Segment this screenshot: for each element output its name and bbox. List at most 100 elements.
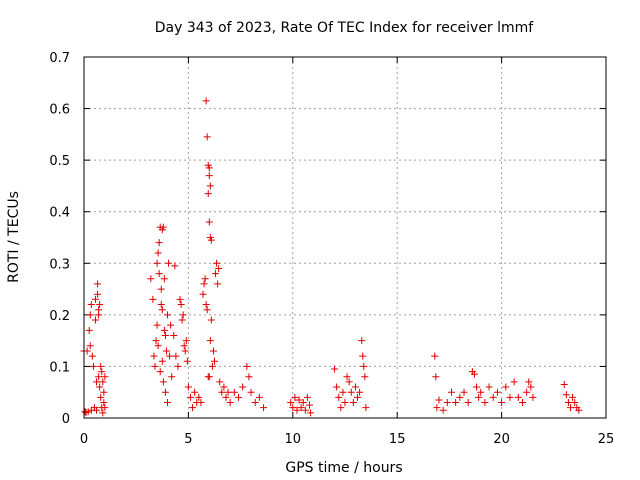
data-point <box>575 406 583 414</box>
data-point <box>191 388 199 396</box>
data-point <box>525 378 533 386</box>
data-point <box>498 399 506 407</box>
data-point <box>251 399 259 407</box>
y-axis-label: ROTI / TECUs <box>6 191 22 283</box>
data-point <box>481 399 489 407</box>
data-point <box>477 388 485 396</box>
x-tick-label: 5 <box>184 432 192 447</box>
data-point <box>356 388 364 396</box>
data-point <box>247 388 255 396</box>
data-point <box>157 301 165 309</box>
data-point <box>147 275 155 283</box>
data-point <box>93 406 101 414</box>
data-point <box>164 311 172 319</box>
data-point <box>83 347 91 355</box>
data-point <box>335 393 343 401</box>
data-point <box>100 399 108 407</box>
data-point <box>164 399 172 407</box>
data-point <box>333 383 341 391</box>
y-tick-label: 0.5 <box>49 154 70 169</box>
data-point <box>230 388 238 396</box>
data-point <box>153 321 161 329</box>
data-point <box>239 383 247 391</box>
data-point <box>182 337 190 345</box>
data-point <box>101 404 109 412</box>
data-point <box>95 373 103 381</box>
data-point <box>287 399 295 407</box>
data-point <box>214 280 222 288</box>
data-point <box>96 301 104 309</box>
data-point <box>199 290 207 298</box>
data-point <box>149 295 157 303</box>
data-point <box>99 378 107 386</box>
data-point <box>203 306 211 314</box>
data-point <box>207 316 215 324</box>
data-point <box>101 373 109 381</box>
axis-ticks: 0 5 10 15 20 25 0 0.1 0.2 0.3 0.4 0.5 0.6 0.7 <box>49 51 614 447</box>
data-points <box>80 97 583 417</box>
data-point <box>358 337 366 345</box>
data-point <box>162 347 170 355</box>
data-point <box>485 383 493 391</box>
data-point <box>206 182 214 190</box>
data-point <box>224 388 232 396</box>
data-point <box>297 404 305 412</box>
data-point <box>447 388 455 396</box>
data-point <box>183 357 191 365</box>
data-point <box>197 399 205 407</box>
data-point <box>91 316 99 324</box>
data-point <box>235 393 243 401</box>
data-point <box>211 357 218 365</box>
data-point <box>218 388 226 396</box>
data-point <box>84 408 92 416</box>
data-point <box>208 362 216 370</box>
data-point <box>452 399 460 407</box>
data-point <box>93 378 101 386</box>
data-point <box>184 383 192 391</box>
data-point <box>153 259 161 267</box>
data-point <box>349 399 357 407</box>
data-point <box>91 295 99 303</box>
data-point <box>502 383 510 391</box>
data-point <box>341 399 349 407</box>
data-point <box>158 226 166 234</box>
data-point <box>170 331 178 339</box>
data-point <box>331 365 339 373</box>
data-point <box>158 306 166 314</box>
data-point <box>155 270 163 278</box>
data-point <box>159 378 167 386</box>
data-point <box>354 393 362 401</box>
data-point <box>299 399 307 407</box>
data-point <box>150 352 158 360</box>
y-tick-label: 0.6 <box>49 103 70 118</box>
chart-title: Day 343 of 2023, Rate Of TEC Index for r… <box>155 20 535 36</box>
data-point <box>439 406 447 414</box>
data-point <box>506 393 514 401</box>
data-point <box>86 311 94 319</box>
data-point <box>172 352 180 360</box>
data-point <box>96 383 104 391</box>
plot-frame <box>83 56 607 419</box>
x-tick-label: 15 <box>389 432 406 447</box>
data-point <box>207 236 215 244</box>
data-point <box>209 347 217 355</box>
data-point <box>215 264 223 272</box>
data-point <box>166 352 174 360</box>
data-point <box>220 383 228 391</box>
data-point <box>255 393 263 401</box>
data-point <box>289 404 297 412</box>
data-point <box>473 383 481 391</box>
x-tick-label: 0 <box>80 432 88 447</box>
y-tick-label: 0.3 <box>49 257 70 272</box>
data-point <box>86 342 94 350</box>
data-point <box>167 321 175 329</box>
data-point <box>160 275 168 283</box>
data-point <box>189 404 197 412</box>
data-point <box>174 362 182 370</box>
data-point <box>100 388 108 396</box>
y-tick-label: 0 <box>62 412 70 427</box>
data-point <box>470 370 478 378</box>
data-point <box>155 239 163 247</box>
data-point <box>222 393 230 401</box>
